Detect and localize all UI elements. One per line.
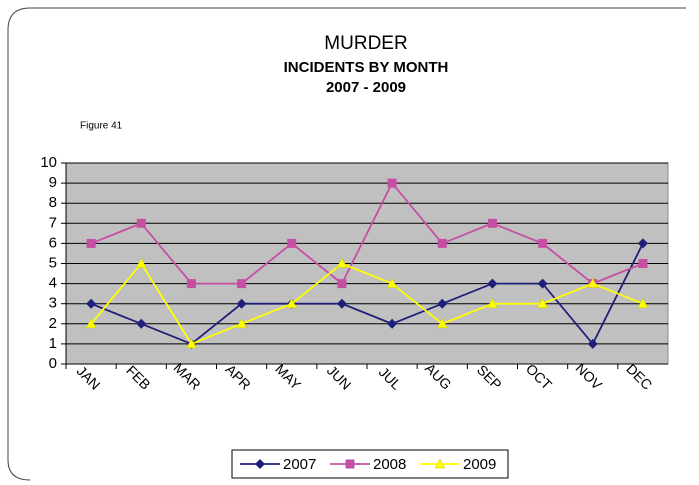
marker bbox=[136, 318, 147, 329]
y-tick-label: 4 bbox=[49, 275, 57, 292]
marker bbox=[587, 338, 598, 349]
y-tick-label: 2 bbox=[49, 315, 57, 332]
x-tick-label: SEP bbox=[474, 362, 505, 393]
series-line bbox=[90, 181, 644, 285]
marker bbox=[186, 279, 196, 289]
chart-title: MURDER bbox=[324, 33, 407, 54]
marker bbox=[255, 459, 265, 469]
marker bbox=[85, 318, 97, 329]
marker bbox=[487, 218, 497, 228]
x-tick-label: OCT bbox=[523, 361, 556, 394]
y-tick-label: 9 bbox=[49, 174, 57, 191]
x-tick-label: DEC bbox=[623, 361, 655, 393]
legend-label: 2007 bbox=[283, 456, 316, 473]
marker bbox=[336, 298, 347, 309]
marker bbox=[637, 238, 648, 249]
series-line bbox=[90, 242, 644, 346]
marker bbox=[345, 459, 355, 469]
series-line bbox=[90, 261, 644, 346]
chart-subtitle: 2007 - 2009 bbox=[326, 79, 406, 96]
marker bbox=[337, 279, 347, 289]
x-tick-label: JAN bbox=[74, 363, 104, 393]
x-tick-label: JUL bbox=[376, 364, 405, 393]
marker bbox=[637, 298, 649, 308]
marker bbox=[437, 238, 447, 248]
marker bbox=[538, 238, 548, 248]
marker bbox=[237, 279, 247, 289]
marker bbox=[287, 238, 297, 248]
marker bbox=[136, 218, 146, 228]
y-tick-label: 3 bbox=[49, 295, 57, 312]
x-tick-label: APR bbox=[222, 361, 254, 393]
marker bbox=[86, 238, 96, 248]
legend-label: 2008 bbox=[373, 456, 406, 473]
legend-label: 2009 bbox=[463, 456, 496, 473]
legend: 2007 2008 2009 bbox=[231, 449, 509, 479]
y-tick-label: 8 bbox=[49, 194, 57, 211]
y-tick-label: 1 bbox=[49, 335, 57, 352]
x-tick-label: MAY bbox=[272, 361, 304, 393]
marker bbox=[387, 178, 397, 188]
marker bbox=[286, 298, 298, 308]
x-tick-label: NOV bbox=[573, 360, 606, 393]
marker bbox=[236, 318, 248, 329]
frame bbox=[7, 7, 686, 481]
marker bbox=[638, 259, 648, 268]
marker bbox=[434, 458, 446, 469]
x-tick-label: JUN bbox=[324, 362, 355, 393]
marker bbox=[537, 298, 549, 308]
marker bbox=[486, 298, 498, 308]
marker bbox=[487, 278, 498, 289]
marker bbox=[86, 298, 97, 309]
x-tick-label: FEB bbox=[123, 362, 154, 393]
marker bbox=[537, 278, 548, 289]
y-tick-label: 5 bbox=[49, 254, 57, 271]
marker bbox=[336, 257, 348, 268]
annotation: Figure 41 bbox=[80, 121, 123, 132]
marker bbox=[437, 298, 448, 309]
y-tick-label: 6 bbox=[49, 234, 57, 251]
marker bbox=[236, 298, 247, 309]
marker bbox=[135, 257, 147, 268]
marker bbox=[587, 278, 599, 288]
x-tick-label: AUG bbox=[422, 360, 455, 393]
marker bbox=[436, 318, 448, 329]
y-tick-label: 7 bbox=[49, 214, 57, 231]
marker bbox=[387, 318, 398, 329]
chart-subtitle: INCIDENTS BY MONTH bbox=[284, 59, 449, 76]
y-tick-label: 10 bbox=[40, 154, 57, 171]
y-tick-label: 0 bbox=[49, 355, 57, 372]
marker bbox=[386, 278, 398, 288]
marker bbox=[185, 338, 197, 349]
